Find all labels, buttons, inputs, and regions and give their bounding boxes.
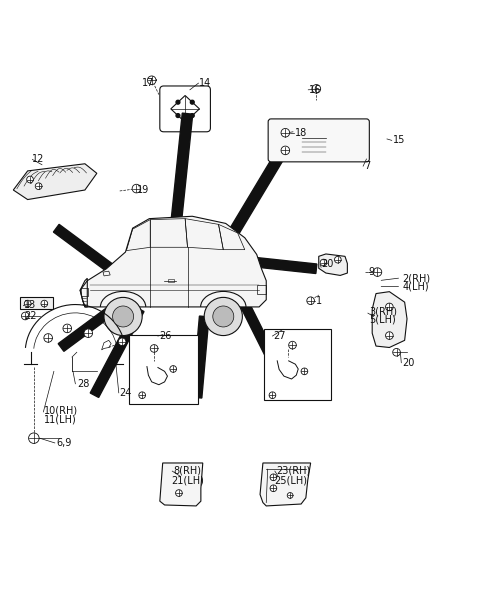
Polygon shape	[90, 307, 144, 398]
Circle shape	[307, 297, 314, 304]
Text: 2(RH): 2(RH)	[402, 273, 431, 283]
Bar	[129, 335, 199, 404]
Text: 18: 18	[295, 128, 307, 137]
Text: 21(LH): 21(LH)	[171, 475, 204, 485]
Bar	[81, 288, 88, 296]
Polygon shape	[319, 254, 348, 276]
Polygon shape	[53, 224, 123, 280]
Circle shape	[335, 256, 341, 263]
Circle shape	[29, 433, 39, 444]
Text: 20: 20	[402, 358, 415, 368]
Circle shape	[213, 306, 234, 327]
Text: 6,9: 6,9	[56, 438, 72, 448]
Text: 8(RH): 8(RH)	[173, 466, 201, 476]
Text: 19: 19	[137, 185, 150, 195]
Circle shape	[270, 485, 277, 491]
Text: 22: 22	[24, 312, 37, 322]
Polygon shape	[249, 257, 317, 274]
Circle shape	[27, 176, 34, 183]
Text: 1: 1	[316, 296, 323, 306]
Circle shape	[385, 332, 393, 339]
Text: 17: 17	[142, 78, 155, 88]
Circle shape	[104, 297, 142, 336]
Polygon shape	[58, 296, 128, 351]
Circle shape	[320, 259, 327, 266]
Polygon shape	[372, 291, 407, 348]
Text: 28: 28	[77, 379, 89, 389]
Text: 24: 24	[120, 388, 132, 398]
Circle shape	[170, 366, 177, 372]
Circle shape	[41, 300, 48, 307]
Polygon shape	[226, 140, 292, 241]
Text: 5(LH): 5(LH)	[369, 315, 396, 325]
Circle shape	[147, 76, 156, 84]
Text: 23(RH): 23(RH)	[276, 466, 310, 476]
Circle shape	[176, 490, 182, 496]
Circle shape	[301, 368, 308, 375]
Text: 20: 20	[321, 259, 334, 269]
Text: 25(LH): 25(LH)	[275, 475, 307, 485]
Polygon shape	[80, 217, 266, 307]
Circle shape	[84, 329, 93, 337]
Bar	[257, 284, 266, 294]
Text: 3(RH): 3(RH)	[369, 306, 397, 316]
Text: 7: 7	[364, 161, 371, 171]
Text: 26: 26	[159, 330, 171, 340]
Circle shape	[44, 334, 52, 342]
Polygon shape	[170, 113, 193, 229]
Circle shape	[287, 493, 293, 499]
Circle shape	[385, 303, 393, 311]
Circle shape	[35, 183, 42, 189]
Circle shape	[281, 129, 289, 137]
Polygon shape	[240, 303, 289, 388]
Circle shape	[24, 300, 31, 307]
Text: 14: 14	[199, 78, 212, 88]
Text: 12: 12	[33, 154, 45, 164]
Circle shape	[22, 312, 29, 320]
Bar	[20, 297, 53, 309]
Circle shape	[191, 114, 194, 117]
Circle shape	[204, 297, 242, 336]
Circle shape	[269, 392, 276, 399]
Polygon shape	[260, 463, 311, 506]
Circle shape	[176, 114, 180, 117]
Circle shape	[288, 341, 296, 349]
Bar	[168, 279, 174, 281]
Text: 15: 15	[393, 135, 405, 145]
Text: 13: 13	[24, 300, 36, 310]
Text: 16: 16	[309, 85, 322, 95]
Circle shape	[118, 338, 126, 346]
Circle shape	[373, 268, 382, 276]
Circle shape	[63, 324, 72, 333]
Circle shape	[150, 345, 158, 352]
Circle shape	[139, 392, 145, 399]
Circle shape	[270, 474, 277, 481]
Text: 11(LH): 11(LH)	[44, 414, 77, 424]
FancyBboxPatch shape	[268, 119, 369, 162]
Text: 10(RH): 10(RH)	[44, 405, 78, 415]
Text: 27: 27	[274, 330, 286, 340]
Circle shape	[191, 100, 194, 104]
Polygon shape	[13, 164, 97, 199]
Text: 4(LH): 4(LH)	[402, 281, 429, 291]
Bar	[264, 329, 331, 400]
Circle shape	[393, 349, 400, 356]
Polygon shape	[160, 463, 203, 506]
Text: 9: 9	[369, 267, 375, 277]
Circle shape	[113, 306, 133, 327]
Circle shape	[281, 146, 289, 155]
Circle shape	[176, 100, 180, 104]
Polygon shape	[192, 316, 209, 398]
Circle shape	[312, 84, 321, 93]
Circle shape	[132, 184, 141, 193]
